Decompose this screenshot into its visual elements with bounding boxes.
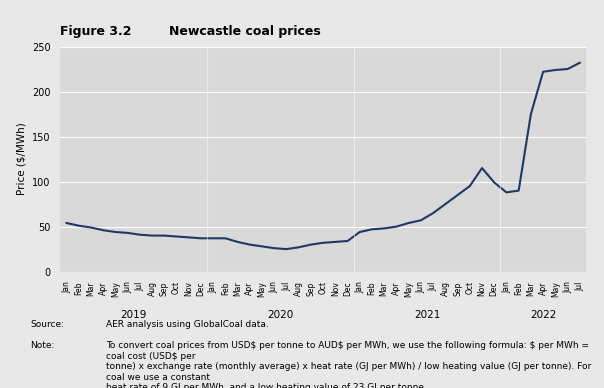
Y-axis label: Price ($/MWh): Price ($/MWh) xyxy=(16,123,27,196)
Text: Figure 3.2: Figure 3.2 xyxy=(60,25,132,38)
Text: To convert coal prices from USD$ per tonne to AUD$ per MWh, we use the following: To convert coal prices from USD$ per ton… xyxy=(106,341,591,388)
Text: Source:: Source: xyxy=(30,320,64,329)
Text: 2022: 2022 xyxy=(530,310,556,320)
Text: 2021: 2021 xyxy=(414,310,440,320)
Text: 2019: 2019 xyxy=(121,310,147,320)
Text: 2020: 2020 xyxy=(267,310,294,320)
Text: Note:: Note: xyxy=(30,341,54,350)
Text: Newcastle coal prices: Newcastle coal prices xyxy=(169,25,321,38)
Text: AER analysis using GlobalCoal data.: AER analysis using GlobalCoal data. xyxy=(106,320,268,329)
